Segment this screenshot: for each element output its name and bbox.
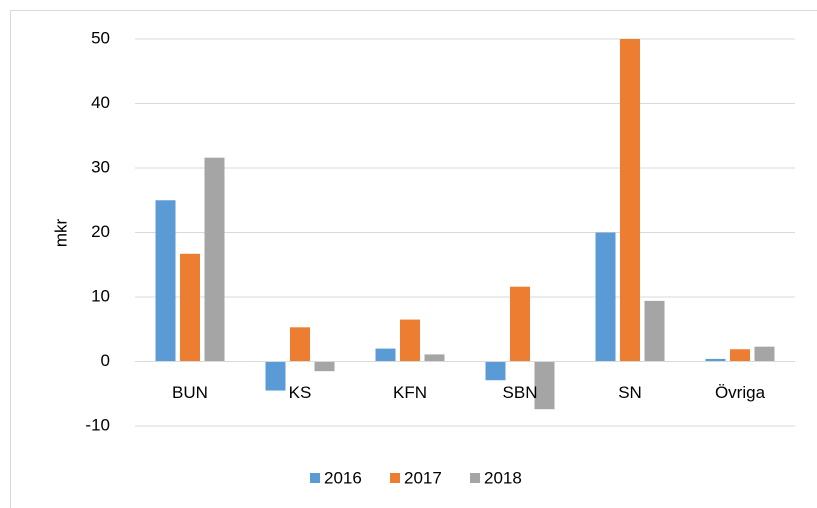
legend-swatch [390,473,400,483]
bar [265,361,286,391]
bar [424,354,445,362]
bar [620,39,640,362]
y-tick-label: 50 [91,28,110,47]
bar [204,157,225,362]
x-tick-label: KS [289,383,312,402]
bar [314,361,335,372]
y-tick-label: 20 [91,222,110,241]
y-tick-label: 10 [91,286,110,305]
bar [290,327,310,362]
legend-label: 2018 [484,468,522,487]
y-tick-label: 30 [91,157,110,176]
legend-label: 2016 [324,468,362,487]
chart-border [10,10,817,508]
bar [754,346,775,362]
bar [400,319,420,362]
x-tick-label: Övriga [715,383,766,402]
x-tick-label: BUN [172,383,208,402]
bar [375,348,396,362]
bar [485,361,506,381]
bar [534,361,555,410]
x-tick-label: SBN [503,383,538,402]
bar [595,232,616,362]
x-tick-label: KFN [393,383,427,402]
y-axis-label: mkr [51,219,70,248]
legend-swatch [470,473,480,483]
bar [180,253,200,362]
y-tick-label: 0 [101,351,110,370]
bar [155,200,176,362]
legend-swatch [310,473,320,483]
y-tick-label: -10 [85,415,110,434]
bar [730,349,750,362]
bar [510,286,530,362]
x-tick-label: SN [618,383,642,402]
legend-label: 2017 [404,468,442,487]
bar [644,300,665,362]
bar [705,358,726,362]
y-tick-label: 40 [91,93,110,112]
